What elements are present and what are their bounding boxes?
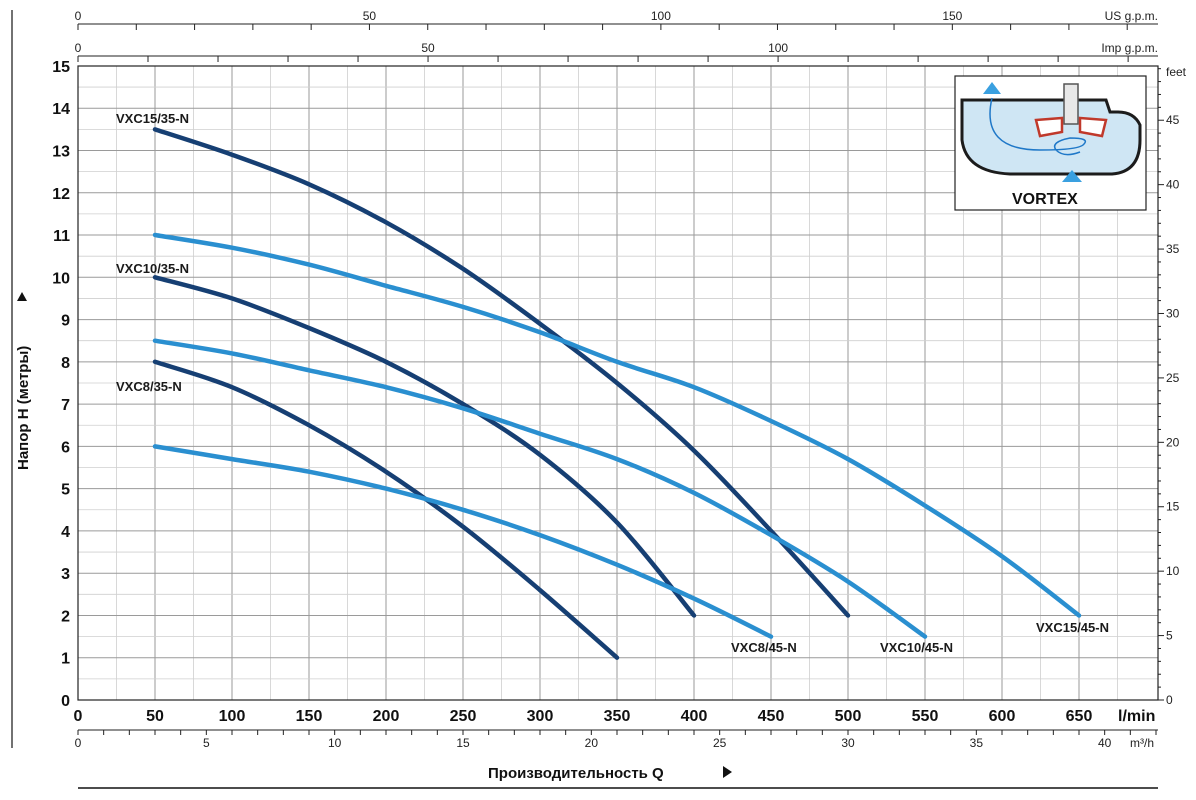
- feet-tick-label: 10: [1166, 564, 1180, 578]
- x-tick-label: 650: [1066, 708, 1093, 725]
- feet-tick-label: 45: [1166, 113, 1180, 127]
- y-tick-label: 5: [61, 482, 70, 499]
- m3h-tick-label: 35: [970, 736, 984, 750]
- y-tick-label: 6: [61, 439, 70, 456]
- series-line-vxc15-35-n: [152, 127, 851, 618]
- us-gpm-tick-label: 150: [942, 9, 962, 23]
- y-tick-label: 0: [61, 693, 70, 710]
- y-axis-title: Напор H (метры): [15, 346, 32, 470]
- series-line-vxc10-35-n: [152, 275, 697, 618]
- x-tick-label: 300: [527, 708, 554, 725]
- feet-tick-label: 25: [1166, 371, 1180, 385]
- pump-shaft-shape: [1063, 83, 1079, 125]
- y-tick-label: 13: [52, 143, 70, 160]
- x-axis-title: Производительность Q: [488, 765, 664, 782]
- series-label-vxc15-45: VXC15/45-N: [1036, 620, 1109, 635]
- y-tick-label: 8: [61, 355, 70, 372]
- series-line-vxc8-35-n: [152, 359, 620, 660]
- m3h-tick-label: 25: [713, 736, 727, 750]
- x-tick-label: 600: [989, 708, 1016, 725]
- y-tick-label: 9: [61, 313, 70, 330]
- pump-housing-shape: [960, 98, 1142, 176]
- x-tick-label: 500: [835, 708, 862, 725]
- series-label-vxc10-45: VXC10/45-N: [880, 640, 953, 655]
- x-tick-label: 200: [373, 708, 400, 725]
- vortex-inset: VORTEX: [954, 75, 1147, 211]
- secondary-axes: 0 50 100 150 US g.p.m.0 50 100 Imp g.p.m.051015…: [75, 9, 1187, 750]
- us-gpm-tick-label: 100: [651, 9, 671, 23]
- x-axis-ticks: 0 50 100 150 200 250 300 350 400 450 500 550 600 650: [74, 708, 1093, 725]
- series-line-vxc10-45-n: [152, 338, 928, 639]
- feet-tick-label: 5: [1166, 629, 1173, 643]
- x-axis-arrow-icon: [723, 766, 732, 778]
- series-label-vxc8-35: VXC8/35-N: [116, 379, 182, 394]
- series-label-vxc10-35: VXC10/35-N: [116, 261, 189, 276]
- plot-area-frame: [77, 65, 1159, 701]
- imp-gpm-tick-label: 100: [768, 41, 788, 55]
- inlet-arrow-icon: [1062, 170, 1082, 182]
- y-tick-label: 3: [61, 566, 70, 583]
- us-gpm-unit-label: US g.p.m.: [1105, 9, 1158, 23]
- x-tick-label: 450: [758, 708, 785, 725]
- x-tick-label: 0: [74, 708, 83, 725]
- series-line-vxc8-45-n: [152, 444, 774, 639]
- x-tick-label: 100: [219, 708, 246, 725]
- us-gpm-tick-label: 0: [75, 9, 82, 23]
- y-tick-label: 4: [61, 524, 70, 541]
- y-tick-label: 10: [52, 270, 70, 287]
- m3h-tick-label: 0: [75, 736, 82, 750]
- series-line-vxc15-45-n: [152, 232, 1082, 618]
- imp-gpm-tick-label: 50: [421, 41, 435, 55]
- feet-tick-label: 40: [1166, 178, 1180, 192]
- y-tick-label: 15: [52, 59, 70, 76]
- series-lines: [152, 127, 1082, 660]
- feet-tick-label: 0: [1166, 693, 1173, 707]
- x-tick-label: 150: [296, 708, 323, 725]
- vortex-inset-label: VORTEX: [1012, 191, 1078, 208]
- outlet-arrow-icon: [983, 82, 1001, 94]
- vortex-flow-path: [989, 97, 1087, 156]
- y-tick-label: 1: [61, 651, 70, 668]
- m3h-tick-label: 40: [1098, 736, 1112, 750]
- feet-tick-label: 35: [1166, 242, 1180, 256]
- m3h-tick-label: 5: [203, 736, 210, 750]
- m3h-tick-label: 20: [585, 736, 599, 750]
- feet-tick-label: 30: [1166, 306, 1180, 320]
- m3h-tick-label: 10: [328, 736, 342, 750]
- x-tick-label: 400: [681, 708, 708, 725]
- m3h-tick-label: 15: [456, 736, 470, 750]
- impeller-shape: [1034, 116, 1108, 138]
- feet-tick-label: 20: [1166, 435, 1180, 449]
- grid: [78, 66, 1158, 700]
- feet-unit-label: feet: [1166, 65, 1187, 79]
- imp-gpm-tick-label: 0: [75, 41, 82, 55]
- series-label-vxc8-45: VXC8/45-N: [731, 640, 797, 655]
- y-tick-label: 7: [61, 397, 70, 414]
- y-tick-label: 11: [53, 228, 70, 245]
- x-tick-label: 50: [146, 708, 164, 725]
- series-label-vxc15-35: VXC15/35-N: [116, 111, 189, 126]
- feet-tick-label: 15: [1166, 500, 1180, 514]
- y-tick-label: 2: [61, 608, 70, 625]
- us-gpm-tick-label: 50: [363, 9, 377, 23]
- y-tick-label: 12: [52, 186, 70, 203]
- x-tick-label: 350: [604, 708, 631, 725]
- y-tick-label: 14: [52, 101, 70, 118]
- m3h-unit-label: m³/h: [1130, 736, 1154, 750]
- x-tick-label: 250: [450, 708, 477, 725]
- x-unit-label: l/min: [1118, 708, 1155, 725]
- m3h-tick-label: 30: [841, 736, 855, 750]
- imp-gpm-unit-label: Imp g.p.m.: [1101, 41, 1158, 55]
- x-tick-label: 550: [912, 708, 939, 725]
- y-axis-arrow-icon: [17, 292, 27, 301]
